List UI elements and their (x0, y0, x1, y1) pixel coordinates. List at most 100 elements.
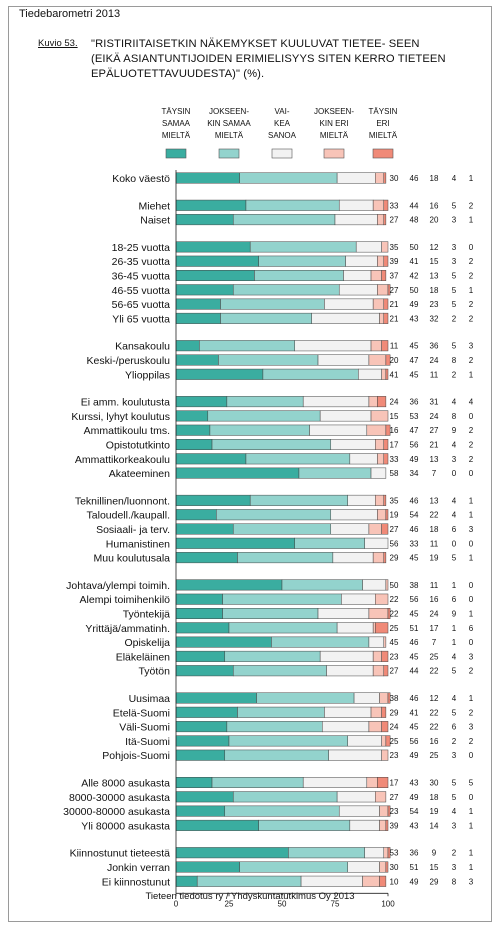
value-label: 5 (452, 342, 457, 351)
row-label: 56-65 vuotta (112, 299, 171, 311)
value-label: 22 (430, 708, 439, 717)
x-tick-label: 0 (174, 899, 179, 908)
bar-segment (362, 579, 387, 591)
bar-segment (338, 805, 380, 817)
value-label: 2 (469, 356, 474, 365)
bar-segment (372, 552, 385, 564)
value-label: 16 (430, 737, 439, 746)
row-label: Ammattikorkeakoulu (75, 454, 170, 466)
bar-segment (370, 270, 382, 281)
value-label: 3 (469, 723, 474, 732)
bar-segment (220, 312, 312, 324)
legend-label: KIN ERI (320, 119, 349, 128)
legend-label: SAMAA (162, 119, 191, 128)
bar-segment (385, 861, 389, 873)
bar-segment (254, 270, 344, 281)
value-label: 47 (410, 356, 419, 365)
value-label: 56 (410, 737, 419, 746)
bar-segment (387, 847, 391, 859)
bar-segment (377, 453, 385, 465)
value-label: 35 (390, 496, 399, 505)
value-label: 7 (432, 469, 437, 478)
bar-segment (175, 692, 257, 704)
legend-label: ERI (376, 119, 389, 128)
bar-segment (347, 861, 380, 873)
bar-segment (175, 805, 226, 817)
bar-segment (381, 340, 389, 352)
value-label: 1 (469, 286, 474, 295)
value-label: 3 (452, 257, 457, 266)
row-label: Miehet (138, 200, 170, 212)
bar-segment (175, 199, 247, 211)
value-label: 11 (430, 370, 439, 379)
bar-segment (175, 241, 251, 253)
bar-segment (245, 453, 351, 465)
value-label: 8 (452, 877, 457, 886)
bar-segment (385, 354, 391, 366)
bar-segment (375, 622, 389, 634)
bar-segment (175, 721, 228, 733)
value-label: 5 (452, 272, 457, 281)
bar-segment (375, 172, 385, 184)
row-label: 36-45 vuotta (112, 271, 171, 283)
bar-segment (366, 777, 378, 788)
bar-segment (309, 424, 368, 436)
value-label: 30 (390, 174, 399, 183)
bar-segment (175, 396, 228, 408)
bar-segment (383, 255, 389, 267)
value-label: 18 (430, 174, 439, 183)
bar-segment (383, 298, 389, 310)
value-label: 13 (430, 496, 439, 505)
bar-segment (372, 665, 385, 677)
legend-label: MIELTÄ (369, 131, 398, 140)
value-label: 21 (390, 300, 399, 309)
row-label: Taloudell./kaupall. (87, 510, 170, 522)
bar-segment (379, 312, 385, 324)
value-label: 3 (452, 863, 457, 872)
value-label: 18 (430, 793, 439, 802)
bar-segment (375, 593, 389, 605)
value-label: 0 (469, 638, 474, 647)
bar-segment (353, 692, 380, 704)
value-label: 20 (430, 216, 439, 225)
bar-segment (383, 494, 387, 506)
value-label: 33 (410, 539, 419, 548)
legend-label: VAI- (275, 107, 290, 116)
bar-segment (387, 284, 391, 296)
value-label: 24 (430, 610, 439, 619)
bar-segment (368, 396, 378, 408)
value-label: 4 (469, 398, 474, 407)
row-label: Uusimaa (129, 693, 171, 705)
value-label: 0 (469, 595, 474, 604)
bar-segment (370, 410, 389, 422)
value-label: 16 (430, 595, 439, 604)
value-label: 54 (410, 511, 419, 520)
bar-segment (258, 819, 351, 831)
value-label: 56 (410, 595, 419, 604)
value-label: 49 (410, 751, 419, 760)
value-label: 3 (452, 821, 457, 830)
value-label: 56 (410, 441, 419, 450)
value-label: 38 (390, 694, 399, 703)
bar-segment (222, 608, 319, 619)
x-tick-label: 100 (381, 899, 395, 908)
value-label: 2 (469, 201, 474, 210)
bar-segment (294, 340, 372, 352)
bar-segment (211, 439, 332, 450)
bar-segment (383, 439, 389, 450)
value-label: 27 (430, 426, 439, 435)
bar-segment (175, 791, 234, 803)
value-label: 2 (469, 426, 474, 435)
value-label: 46 (410, 638, 419, 647)
row-label: Kansakoulu (115, 341, 170, 353)
bar-segment (385, 735, 391, 747)
report-header: Tiedebarometri 2013 (19, 8, 121, 20)
bar-segment (385, 819, 389, 831)
bar-segment (387, 692, 391, 704)
value-label: 2 (469, 737, 474, 746)
value-label: 2 (469, 667, 474, 676)
bar-segment (383, 214, 387, 226)
value-label: 24 (390, 398, 399, 407)
bar-segment (372, 298, 385, 310)
value-label: 3 (469, 342, 474, 351)
